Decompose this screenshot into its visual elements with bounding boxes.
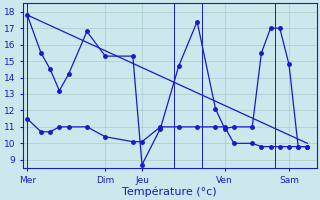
X-axis label: Température (°c): Température (°c) xyxy=(122,186,217,197)
